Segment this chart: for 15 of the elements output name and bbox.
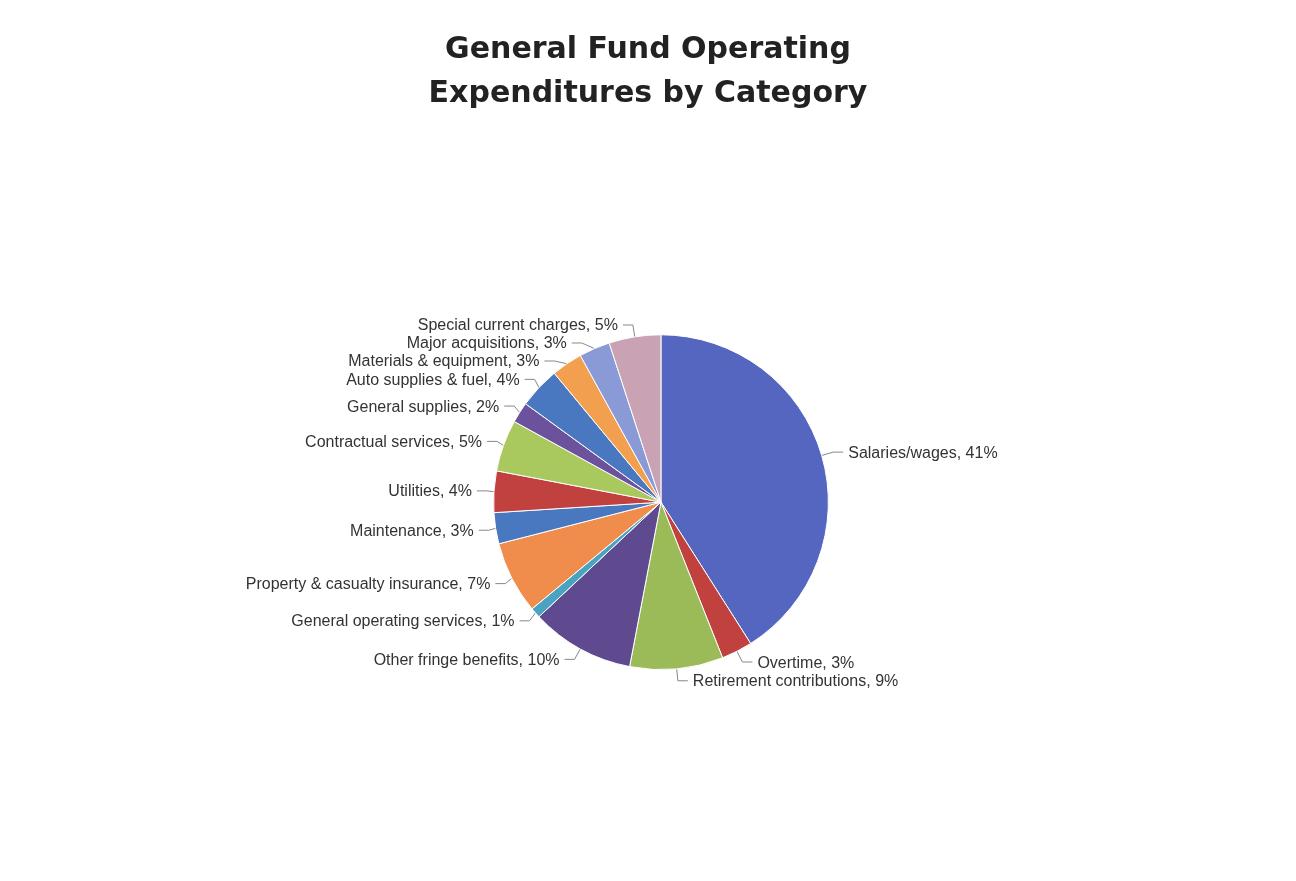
slice-label: Materials & equipment, 3% [348, 352, 540, 370]
slice-label: General supplies, 2% [347, 397, 500, 415]
slice-label: Overtime, 3% [757, 653, 855, 671]
slice-label: General operating services, 1% [291, 612, 515, 630]
slice-label: Retirement contributions, 9% [692, 672, 899, 690]
slice-label: Salaries/wages, 41% [848, 443, 998, 461]
slice-label: Special current charges, 5% [417, 316, 618, 334]
slice-label: Other fringe benefits, 10% [373, 650, 560, 668]
chart-title: General Fund Operating Expenditures by Category [428, 29, 868, 109]
slice-label: Major acquisitions, 3% [406, 334, 567, 352]
slice-label: Auto supplies & fuel, 4% [346, 370, 520, 388]
slice-label: Contractual services, 5% [305, 432, 483, 450]
slice-label: Maintenance, 3% [350, 521, 474, 539]
slice-label: Property & casualty insurance, 7% [245, 575, 491, 593]
slice-label: Utilities, 4% [388, 482, 472, 500]
